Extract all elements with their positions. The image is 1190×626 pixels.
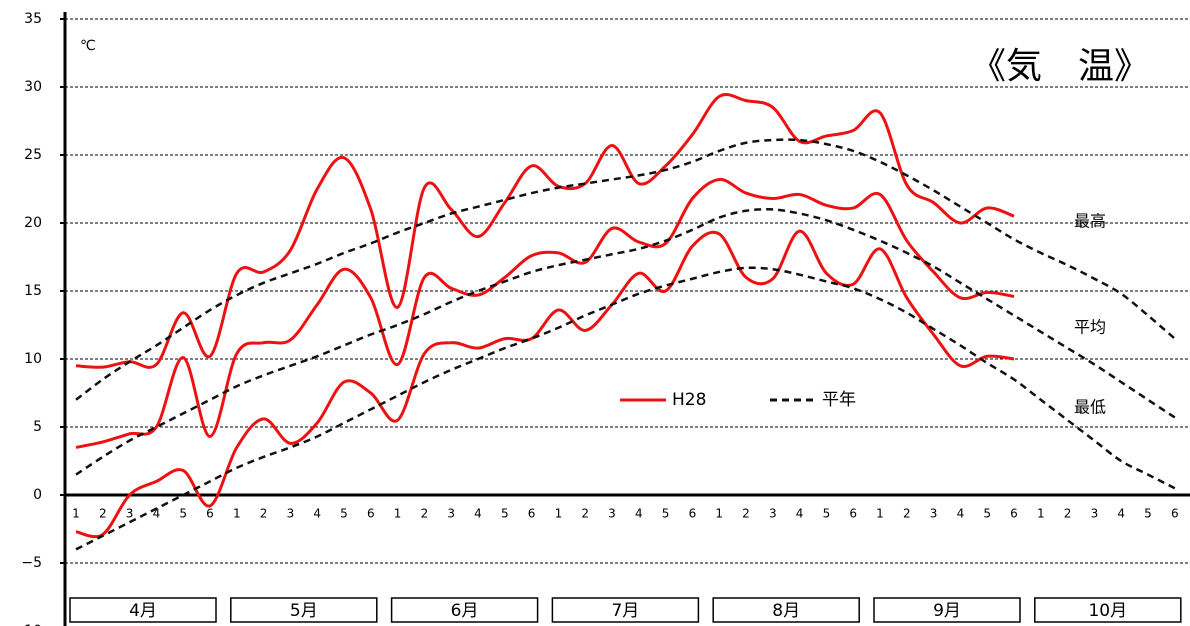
x-tick-label: 5 — [662, 507, 670, 521]
month-label: 10月 — [1088, 601, 1127, 621]
x-tick-label: 3 — [126, 507, 134, 521]
month-box — [69, 597, 217, 623]
month-box — [390, 597, 539, 623]
x-tick-label: 4 — [474, 507, 482, 521]
x-tick-label: 1 — [1037, 507, 1045, 521]
series-line — [75, 93, 1015, 369]
x-tick-label: 2 — [260, 507, 268, 521]
x-tick-label: 6 — [206, 507, 214, 521]
x-tick-label: 3 — [447, 507, 455, 521]
x-tick-label: 3 — [608, 507, 616, 521]
x-tick-label: 6 — [689, 507, 697, 521]
x-tick-label: 2 — [99, 507, 107, 521]
x-tick-label: 4 — [635, 507, 643, 521]
x-tick-label: 3 — [287, 507, 295, 521]
x-tick-label: 4 — [153, 507, 161, 521]
x-tick-label: 3 — [930, 507, 938, 521]
x-tick-label: 3 — [1091, 507, 1099, 521]
x-tick-label: 4 — [1117, 507, 1125, 521]
line-label: 平均 — [1074, 318, 1106, 337]
y-tick-label: 0 — [33, 487, 42, 503]
x-tick-label: 6 — [528, 507, 536, 521]
month-label: 9月 — [933, 601, 961, 621]
x-tick-label: 4 — [957, 507, 965, 521]
y-tick-label: −10 — [12, 623, 42, 626]
series-line — [75, 177, 1015, 449]
month-label: 5月 — [290, 601, 318, 621]
x-tick-label: 2 — [581, 507, 589, 521]
x-tick-label: 5 — [1144, 507, 1152, 521]
line-label: 最低 — [1074, 398, 1106, 417]
x-tick-label: 1 — [715, 507, 723, 521]
line-label: 最高 — [1074, 212, 1106, 231]
x-tick-label: 6 — [367, 507, 375, 521]
series-line — [75, 207, 1176, 476]
y-tick-label: 30 — [24, 79, 42, 95]
x-tick-label: 5 — [179, 507, 187, 521]
x-tick-label: 5 — [501, 507, 509, 521]
x-tick-label: 2 — [421, 507, 429, 521]
x-tick-label: 2 — [1064, 507, 1072, 521]
x-tick-label: 2 — [903, 507, 911, 521]
x-tick-label: 5 — [823, 507, 831, 521]
y-tick-label: 10 — [24, 351, 42, 367]
x-tick-label: 4 — [796, 507, 804, 521]
x-tick-label: 4 — [313, 507, 321, 521]
month-label: 7月 — [611, 601, 639, 621]
y-tick-label: 25 — [24, 147, 42, 163]
month-box — [230, 597, 378, 623]
unit-label: ℃ — [80, 38, 96, 54]
x-tick-label: 1 — [394, 507, 402, 521]
x-tick-label: 5 — [983, 507, 991, 521]
y-tick-label: −5 — [21, 555, 42, 571]
legend-label: H28 — [672, 390, 706, 410]
series-line — [75, 266, 1176, 551]
series-line — [75, 229, 1015, 539]
month-box — [873, 597, 1021, 623]
x-tick-label: 5 — [340, 507, 348, 521]
x-tick-label: 6 — [849, 507, 857, 521]
x-tick-label: 2 — [742, 507, 750, 521]
month-box — [1034, 597, 1182, 623]
y-tick-label: 15 — [24, 283, 42, 299]
x-tick-label: 3 — [769, 507, 777, 521]
x-tick-label: 1 — [876, 507, 884, 521]
series-line — [75, 138, 1176, 401]
x-tick-label: 6 — [1171, 507, 1179, 521]
x-tick-label: 1 — [555, 507, 563, 521]
month-label: 4月 — [129, 601, 157, 621]
month-box — [712, 597, 860, 623]
y-tick-label: 5 — [33, 419, 42, 435]
month-label: 6月 — [451, 601, 479, 621]
legend-label: 平年 — [822, 390, 856, 410]
month-box — [551, 597, 700, 623]
month-label: 8月 — [772, 601, 800, 621]
y-tick-label: 20 — [24, 215, 42, 231]
chart-title: 《気 温》 — [970, 46, 1150, 87]
x-tick-label: 6 — [1010, 507, 1018, 521]
y-tick-label: 35 — [24, 11, 42, 27]
x-tick-label: 1 — [233, 507, 241, 521]
x-tick-label: 1 — [72, 507, 80, 521]
